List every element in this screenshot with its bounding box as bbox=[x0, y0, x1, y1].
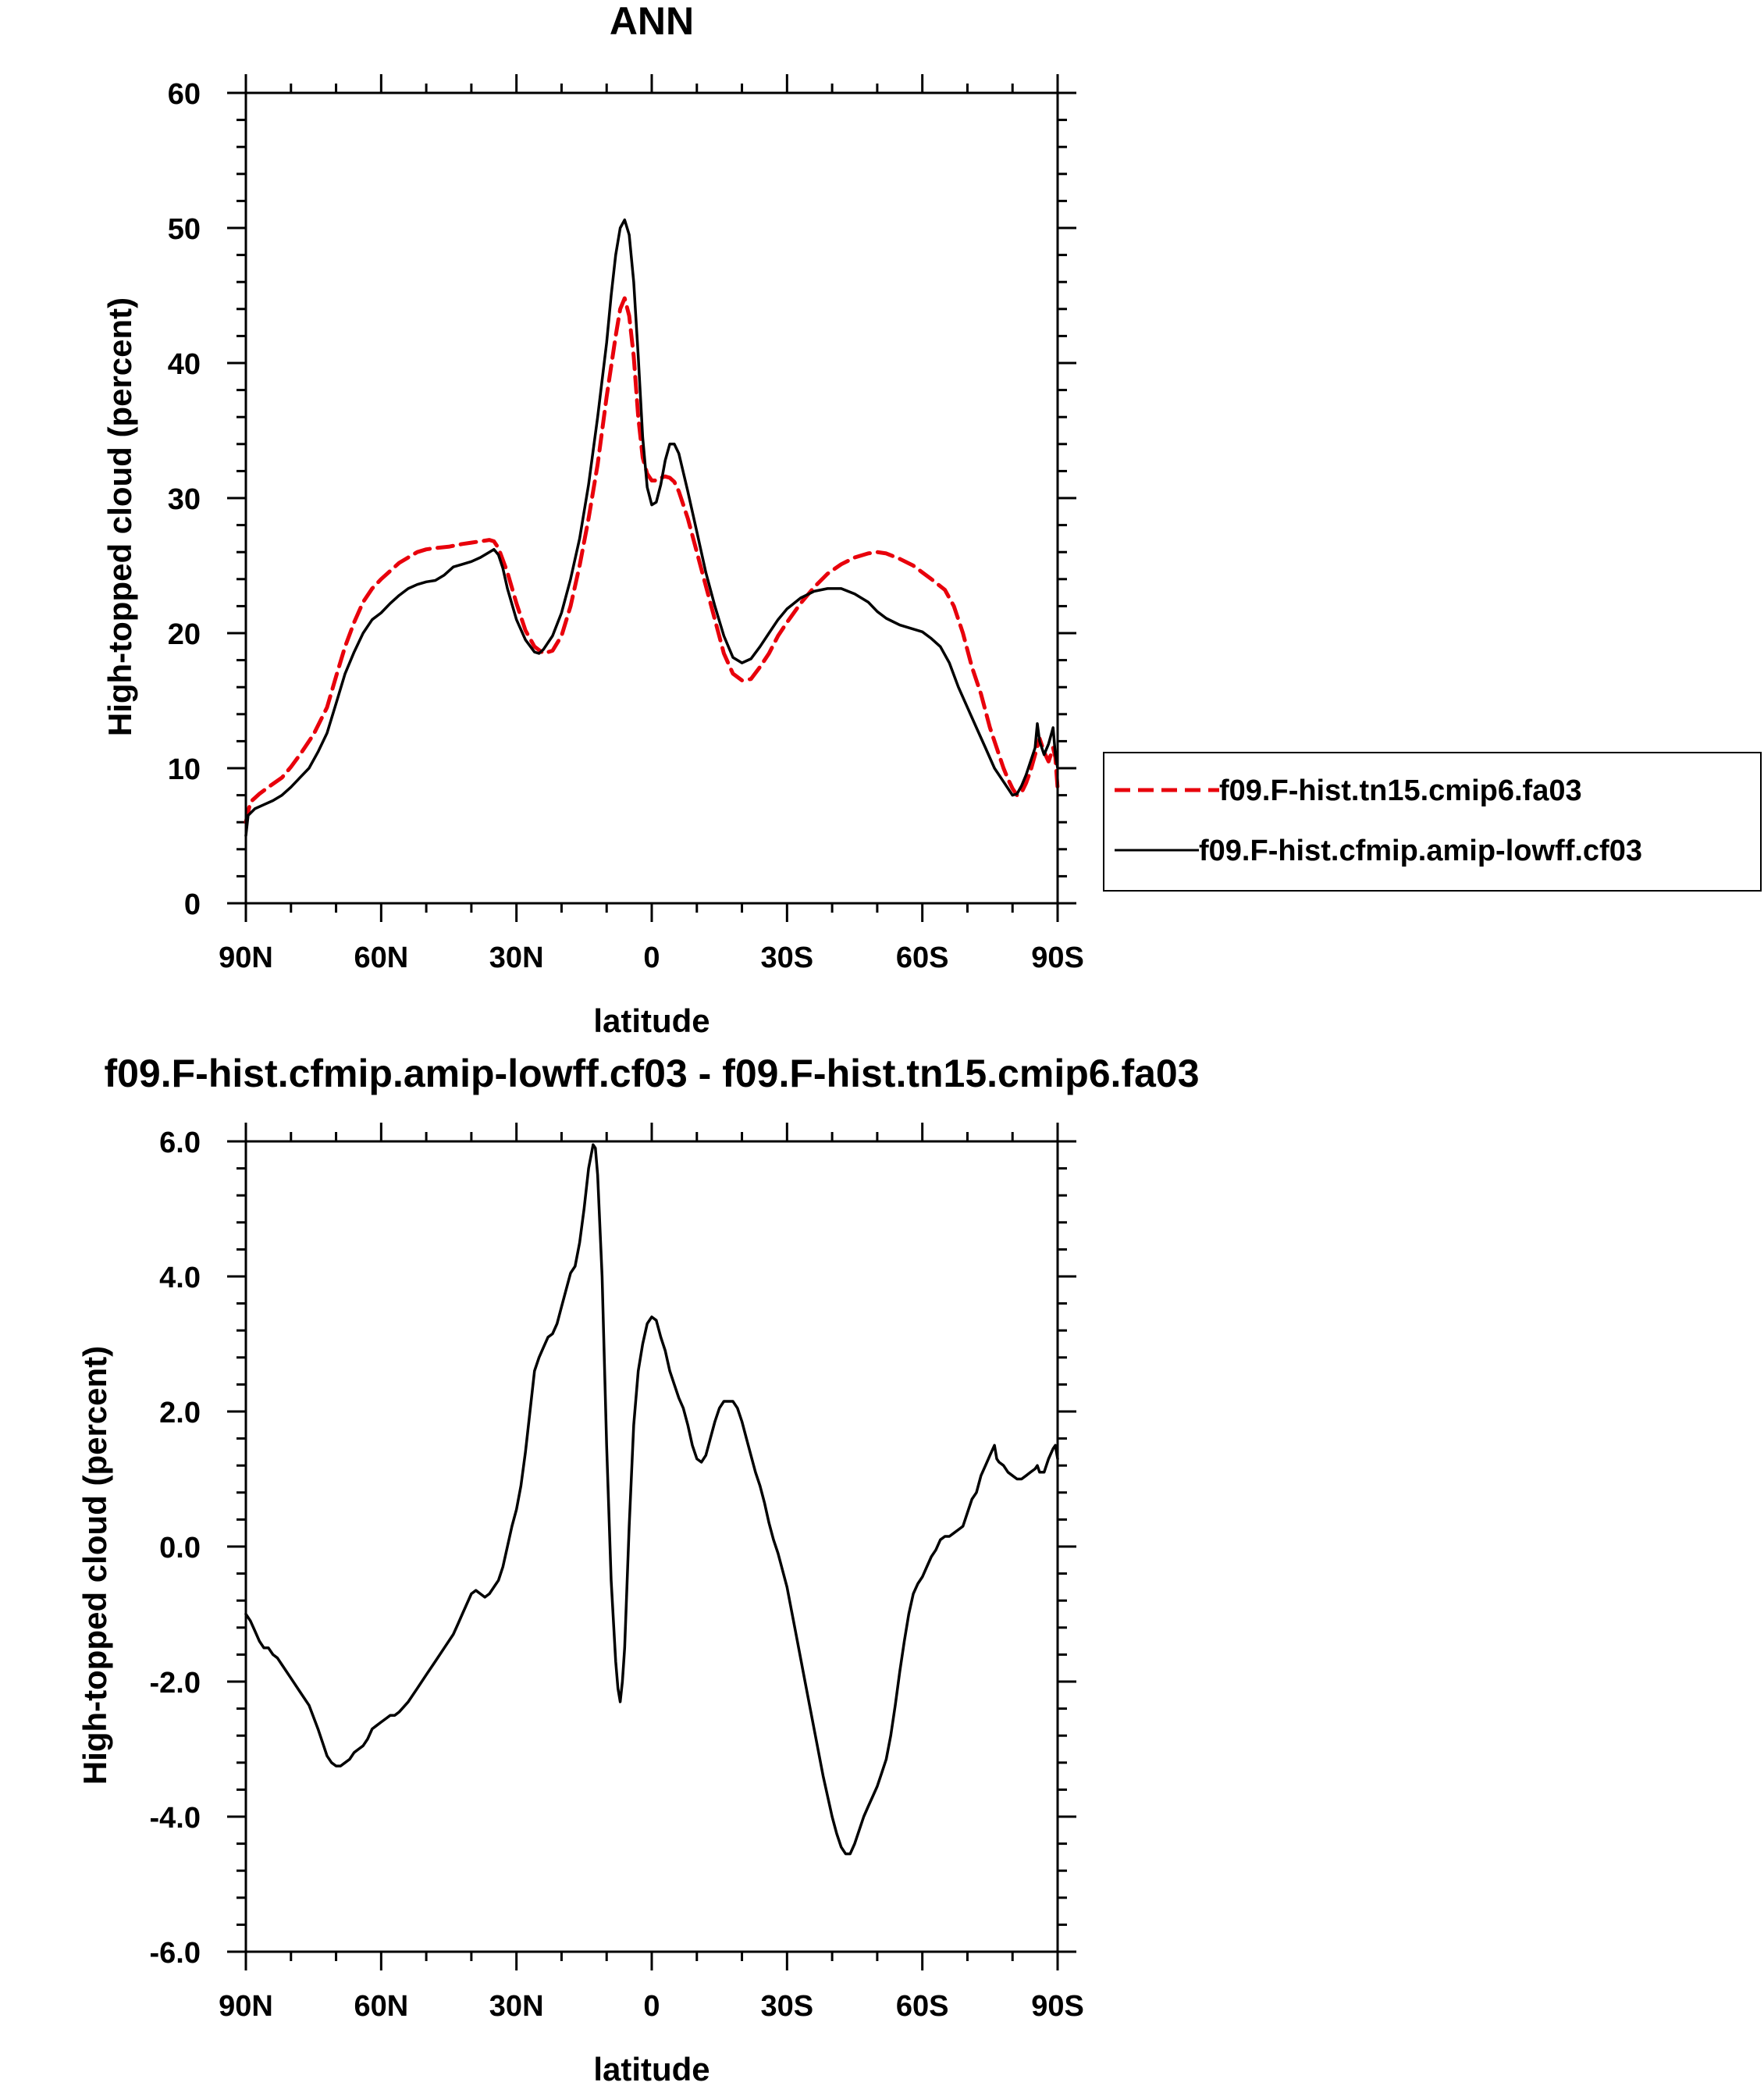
y-tick-label: 10 bbox=[168, 753, 201, 786]
x-tick-label: 0 bbox=[643, 1990, 660, 2023]
y-tick-label: 4.0 bbox=[159, 1262, 201, 1294]
x-tick-label: 60N bbox=[354, 1990, 408, 2023]
x-tick-label: 90N bbox=[219, 1990, 273, 2023]
y-tick-label: 2.0 bbox=[159, 1397, 201, 1429]
y-tick-label: 60 bbox=[168, 78, 201, 111]
series-line-1 bbox=[244, 1143, 1059, 1856]
x-tick-label: 0 bbox=[643, 942, 660, 974]
y-tick-label: 30 bbox=[168, 483, 201, 516]
y-axis-label: High-topped cloud (percent) bbox=[76, 1346, 113, 1785]
chart-title: f09.F-hist.cfmip.amip-lowff.cf03 - f09.F… bbox=[104, 1052, 1199, 1095]
series-line-2 bbox=[244, 218, 1059, 838]
x-tick-label: 90S bbox=[1031, 1990, 1084, 2023]
y-tick-label: 20 bbox=[168, 618, 201, 651]
y-tick-label: 0 bbox=[184, 888, 201, 921]
y-tick-label: 0.0 bbox=[159, 1532, 201, 1564]
x-tick-label: 60S bbox=[896, 942, 949, 974]
x-tick-label: 30N bbox=[489, 942, 544, 974]
chart-title: ANN bbox=[610, 0, 694, 43]
tick-group: 90N 60N 30N 0 30S 60S 90S 0 10 20 30 40 50 60 bbox=[168, 74, 1084, 974]
y-tick-label: 6.0 bbox=[159, 1127, 201, 1159]
legend: f09.F-hist.tn15.cmip6.fa03 f09.F-hist.cf… bbox=[1103, 752, 1762, 892]
x-tick-label: 30N bbox=[489, 1990, 544, 2023]
y-tick-label: 40 bbox=[168, 348, 201, 381]
legend-label-series-2: f09.F-hist.cfmip.amip-lowff.cf03 bbox=[1199, 835, 1642, 867]
y-tick-label: -6.0 bbox=[150, 1937, 201, 1970]
x-axis-label: latitude bbox=[593, 2051, 710, 2086]
x-tick-label: 60S bbox=[896, 1990, 949, 2023]
tick-group: 90N 60N 30N 0 30S 60S 90S -6.0 -4.0 -2.0 0.0 2.0 4.0… bbox=[150, 1123, 1084, 2023]
legend-label-series-1: f09.F-hist.tn15.cmip6.fa03 bbox=[1219, 774, 1582, 807]
x-tick-label: 30S bbox=[761, 942, 814, 974]
series-line-1 bbox=[244, 296, 1060, 824]
x-tick-label: 30S bbox=[761, 1990, 814, 2023]
y-tick-label: 50 bbox=[168, 213, 201, 246]
y-tick-label: -2.0 bbox=[150, 1667, 201, 1700]
y-tick-label: -4.0 bbox=[150, 1802, 201, 1835]
x-axis-label: latitude bbox=[593, 1002, 710, 1039]
series-group bbox=[244, 218, 1060, 838]
y-axis-label: High-topped cloud (percent) bbox=[101, 297, 138, 736]
chart-panel-difference: f09.F-hist.cfmip.amip-lowff.cf03 - f09.F… bbox=[76, 1052, 1200, 2086]
x-tick-label: 90N bbox=[219, 942, 273, 974]
plot-frame bbox=[244, 91, 1059, 905]
x-tick-label: 60N bbox=[354, 942, 408, 974]
chart-panel-annual: ANN latitude High-topped cloud (percent)… bbox=[101, 0, 1762, 1039]
legend-box bbox=[1103, 752, 1762, 892]
series-group bbox=[244, 1143, 1059, 1856]
x-tick-label: 90S bbox=[1031, 942, 1084, 974]
plot-frame bbox=[244, 1140, 1059, 1953]
